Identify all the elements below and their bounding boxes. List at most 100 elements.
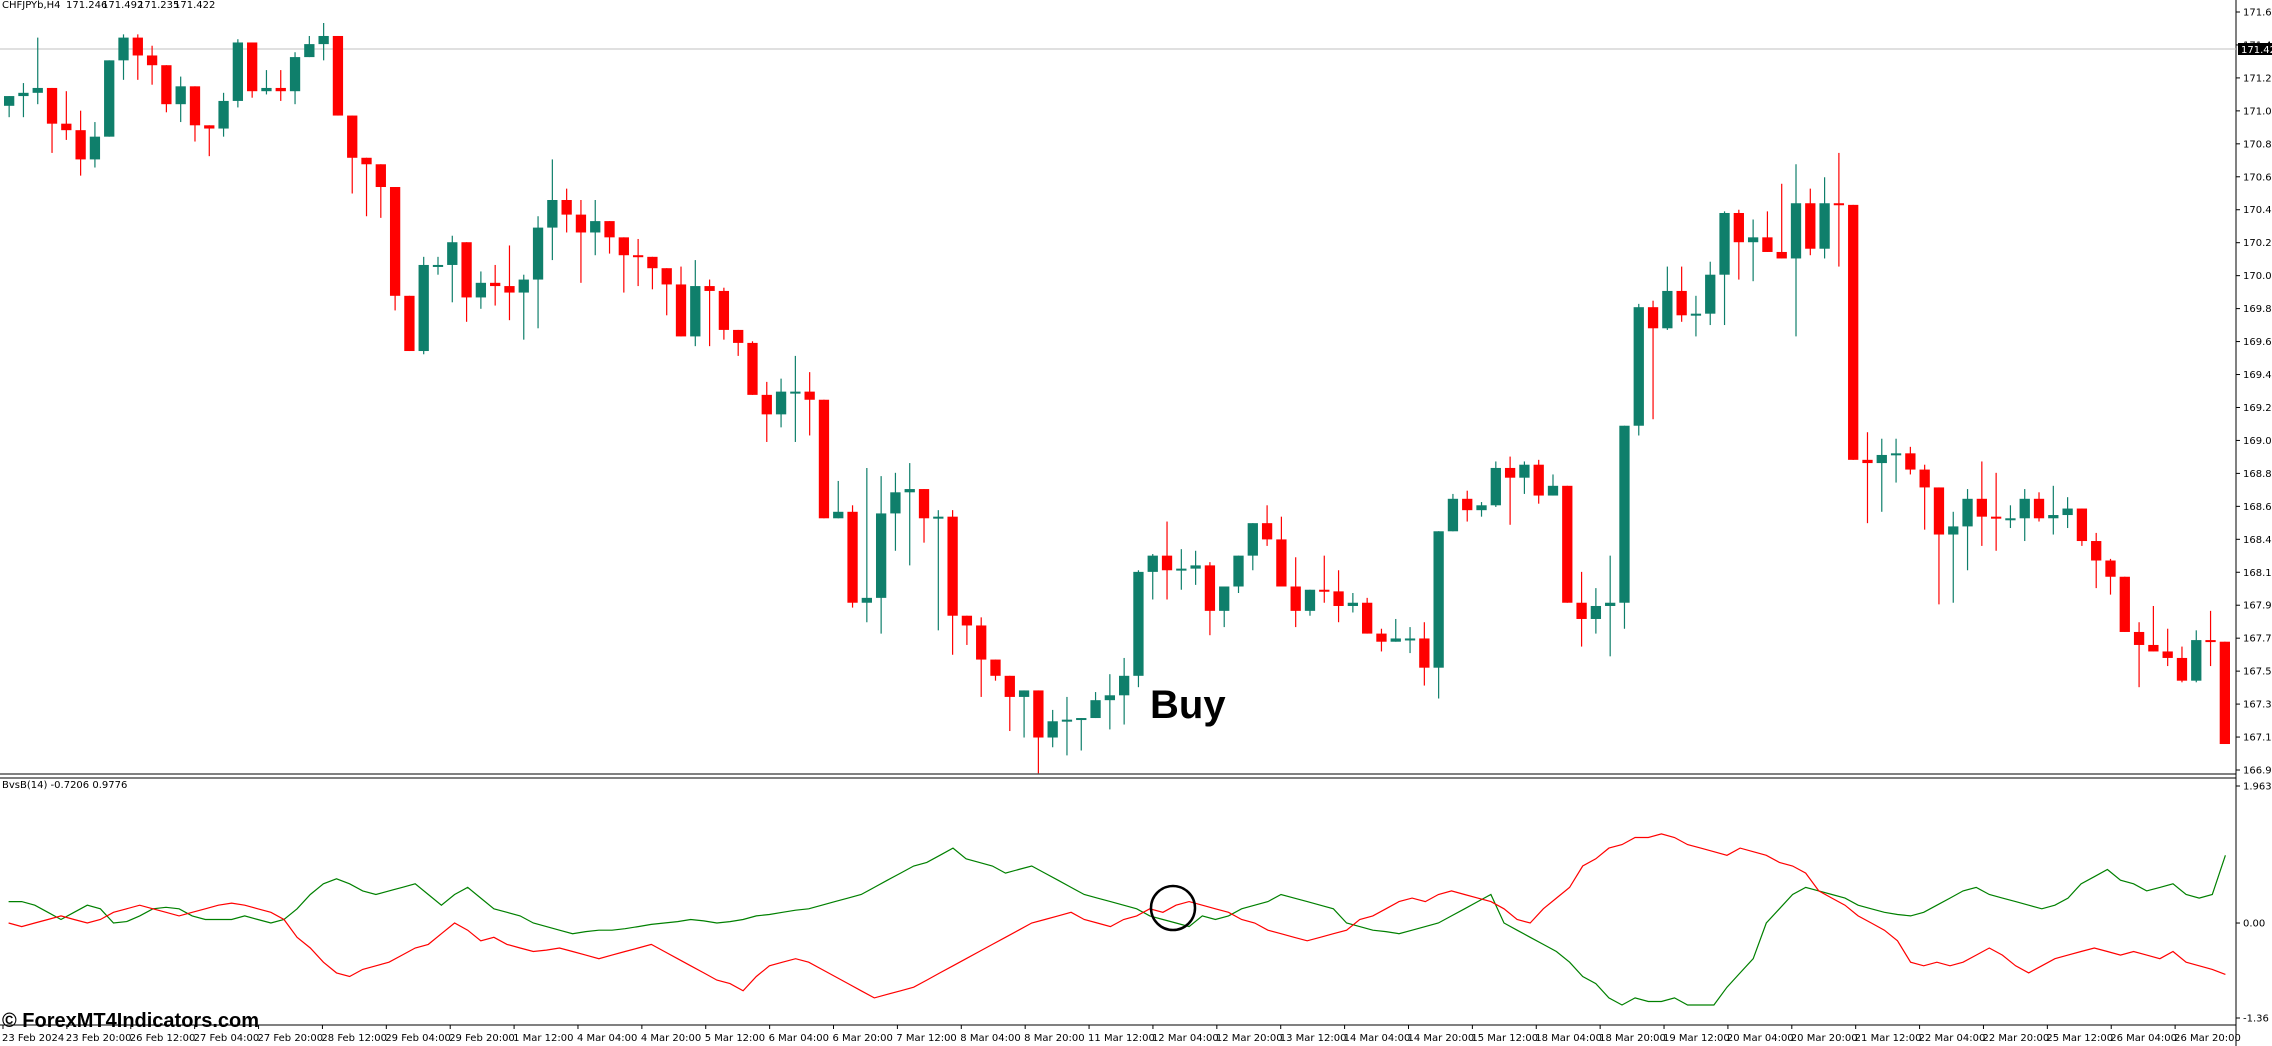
candle-body: [618, 237, 629, 256]
candle: [618, 237, 629, 293]
time-tick-label: 25 Mar 12:00: [2046, 1033, 2113, 1044]
candle: [1147, 554, 1158, 600]
candle-body: [1705, 274, 1716, 314]
candle: [1347, 592, 1359, 613]
candle: [1018, 690, 1030, 738]
candle-body: [1948, 526, 1959, 535]
candle-body: [332, 35, 344, 116]
time-tick-label: 27 Feb 04:00: [194, 1033, 260, 1044]
candle: [1990, 472, 2002, 551]
candle: [447, 235, 458, 303]
candle: [1790, 164, 1802, 337]
candle-body: [1690, 313, 1702, 316]
candle-body: [1276, 539, 1287, 587]
candle-body: [1819, 203, 1830, 249]
candle-body: [632, 255, 644, 258]
candle-body: [1605, 602, 1616, 606]
candle-body: [318, 35, 329, 45]
candle: [132, 34, 143, 80]
candle: [790, 355, 801, 442]
price-tick-label: 167.180: [2243, 733, 2272, 744]
symbol-header: CHFJPYb,H4: [2, 0, 61, 11]
time-tick-label: 13 Mar 12:00: [1280, 1033, 1347, 1044]
candle-body: [2091, 541, 2102, 561]
candle-body: [575, 214, 587, 233]
price-tick-label: 171.045: [2243, 106, 2272, 117]
candle-body: [918, 489, 930, 519]
price-tick-label: 167.790: [2243, 634, 2272, 645]
candle-body: [2191, 640, 2202, 681]
candle-body: [790, 391, 801, 394]
candle-body: [1004, 675, 1015, 697]
candle: [175, 76, 186, 123]
candle: [1219, 586, 1230, 628]
candle-body: [1476, 505, 1487, 511]
candle: [1004, 675, 1015, 732]
price-axis-ticks: 171.655171.450171.250171.045170.850170.6…: [2236, 8, 2272, 777]
candle-body: [218, 100, 229, 129]
candle-body: [2033, 498, 2045, 519]
candle: [1519, 461, 1530, 494]
candle: [404, 295, 415, 352]
candle-body: [1633, 307, 1644, 426]
time-tick-label: 12 Mar 04:00: [1152, 1033, 1219, 1044]
candle-body: [561, 200, 572, 215]
candle: [504, 245, 515, 321]
candle-body: [432, 264, 444, 267]
candle: [804, 372, 815, 436]
candle-body: [1104, 695, 1115, 701]
candle-body: [1676, 290, 1687, 316]
candle: [561, 188, 572, 233]
candle-body: [261, 87, 272, 92]
candle-body: [1219, 586, 1230, 611]
candle-body: [1805, 203, 1816, 249]
buy-annotation: Buy: [1150, 683, 1226, 727]
candle: [890, 472, 901, 551]
candle-body: [2062, 508, 2073, 516]
price-tick-label: 170.850: [2243, 139, 2272, 150]
candle-body: [1519, 464, 1530, 478]
candle: [275, 70, 286, 101]
candle: [2091, 532, 2102, 589]
candle: [261, 70, 272, 95]
time-tick-label: 4 Mar 20:00: [641, 1033, 701, 1044]
candle-body: [1247, 523, 1258, 556]
candle: [1290, 557, 1301, 628]
candle: [46, 87, 58, 153]
candle: [1076, 718, 1087, 751]
candle-body: [590, 221, 601, 233]
candle-body: [1719, 212, 1730, 275]
candle: [2062, 497, 2073, 529]
candle-body: [1619, 425, 1630, 603]
candle: [1533, 459, 1544, 504]
candle-body: [1905, 453, 1916, 470]
time-tick-label: 14 Mar 20:00: [1407, 1033, 1474, 1044]
time-tick-label: 23 Feb 20:00: [66, 1033, 132, 1044]
candle: [1819, 177, 1830, 259]
candle-body: [1933, 487, 1945, 535]
candle-body: [2148, 644, 2159, 652]
price-tick-label: 166.975: [2243, 766, 2272, 777]
candle-body: [1590, 605, 1602, 619]
candle-body: [75, 130, 86, 160]
candle: [733, 329, 744, 356]
price-tick-label: 167.990: [2243, 601, 2272, 612]
candle: [1762, 211, 1773, 252]
candle: [61, 91, 72, 140]
candle-body: [1362, 602, 1373, 634]
candle: [1104, 674, 1115, 730]
candle-body: [1976, 498, 1987, 517]
candle-body: [847, 511, 858, 603]
indicator-tick-label: 0.00: [2243, 919, 2265, 930]
candle: [1976, 461, 1987, 546]
candle: [1747, 219, 1759, 282]
candle: [118, 34, 129, 80]
candle-body: [490, 282, 501, 287]
candle: [218, 92, 229, 137]
indicator-axis-ticks: 1.9636 0.00 -1.36: [2236, 782, 2272, 1025]
candle-body: [1061, 719, 1073, 722]
price-tick-label: 168.400: [2243, 535, 2272, 546]
candle-body: [175, 86, 186, 105]
time-tick-label: 26 Mar 20:00: [2174, 1033, 2241, 1044]
candle: [1776, 183, 1787, 259]
